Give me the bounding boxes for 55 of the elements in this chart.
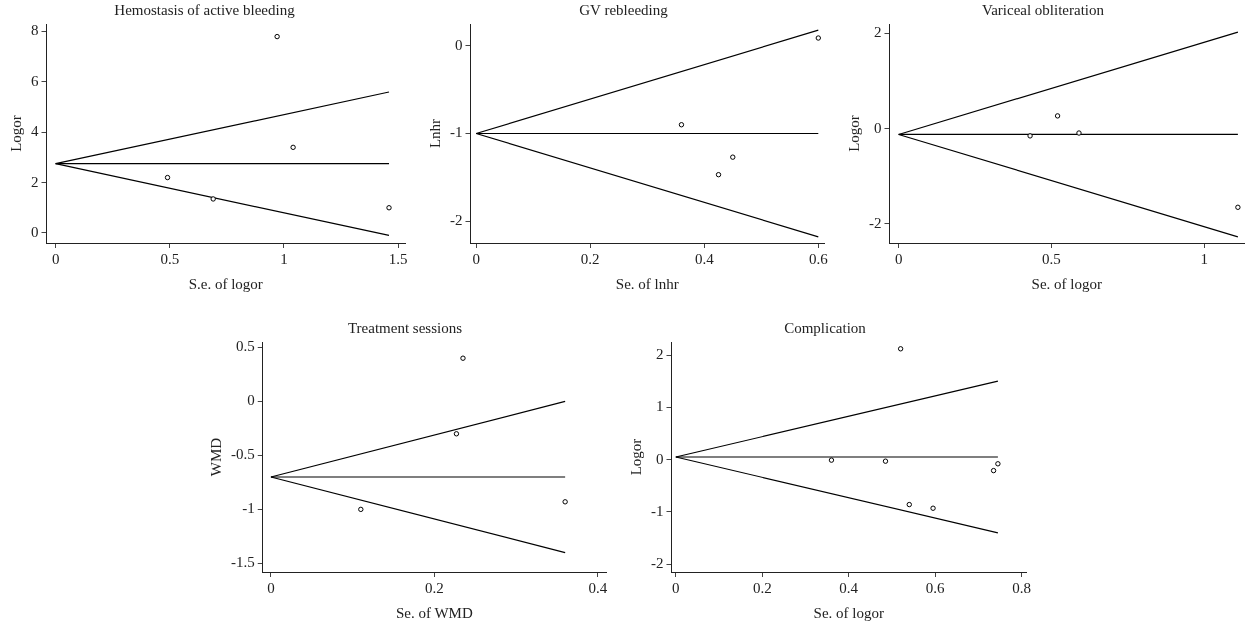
x-tick-label: 1.5 xyxy=(388,250,408,267)
y-tick-label: 4 xyxy=(31,123,39,140)
x-tick-label: 0.8 xyxy=(1012,579,1032,596)
y-tick-label: -1 xyxy=(450,124,463,141)
y-tick-label: 1 xyxy=(656,398,664,415)
x-tick-label: 0.4 xyxy=(588,579,608,596)
y-tick-label: -2 xyxy=(450,212,463,229)
y-axis-title: Logor xyxy=(627,438,644,476)
x-tick-label: 0.5 xyxy=(1042,250,1061,267)
x-tick-label: 0 xyxy=(672,579,680,596)
y-tick-label: 8 xyxy=(31,22,39,39)
x-tick-label: 1 xyxy=(280,250,288,267)
y-tick-label: -1.5 xyxy=(231,554,255,571)
x-tick-label: 0.2 xyxy=(752,579,772,596)
y-tick-label: -1 xyxy=(651,502,664,519)
y-tick-label: 2 xyxy=(31,173,39,190)
y-axis-title: WMD xyxy=(207,437,224,477)
y-tick-label: 0 xyxy=(31,223,39,240)
y-tick-label: 0 xyxy=(247,392,255,409)
x-axis-title: Se. of lnhr xyxy=(615,275,679,292)
y-tick-label: 0.5 xyxy=(236,338,255,355)
y-tick-label: 0 xyxy=(874,119,882,136)
y-tick-label: -2 xyxy=(869,214,882,231)
x-axis-title: Se. of logor xyxy=(813,604,884,621)
x-tick-label: 0.2 xyxy=(580,250,600,267)
x-tick-label: 0 xyxy=(472,250,480,267)
x-axis-title: Se. of WMD xyxy=(395,604,473,621)
y-tick-label: -1 xyxy=(242,500,255,517)
chart-title: Variceal obliteration xyxy=(981,1,1105,18)
x-tick-label: 0.5 xyxy=(160,250,180,267)
x-tick-label: 0.6 xyxy=(925,579,946,596)
x-tick-label: 1 xyxy=(1200,250,1209,267)
chart-title: Treatment sessions xyxy=(347,319,463,336)
x-tick-label: 0.4 xyxy=(839,579,859,596)
x-axis-title: Se. of logor xyxy=(1031,275,1102,292)
y-tick-label: -0.5 xyxy=(231,446,255,463)
chart-title: Hemostasis of active bleeding xyxy=(114,1,296,18)
y-tick-label: -2 xyxy=(651,555,664,572)
x-tick-label: 0 xyxy=(894,250,903,267)
x-axis-title: S.e. of logor xyxy=(188,275,263,292)
x-tick-label: 0 xyxy=(51,250,60,267)
x-tick-label: 0.6 xyxy=(808,250,829,267)
x-tick-label: 0.2 xyxy=(425,579,444,596)
y-axis-title: Logor xyxy=(7,115,24,152)
y-tick-label: 2 xyxy=(656,346,664,363)
x-tick-label: 0.4 xyxy=(694,250,715,267)
chart-title: Complication xyxy=(784,319,867,336)
y-tick-label: 2 xyxy=(874,24,882,41)
x-tick-label: 0 xyxy=(267,579,275,596)
y-tick-label: 0 xyxy=(455,36,463,53)
y-tick-label: 6 xyxy=(31,72,39,89)
y-axis-title: Logor xyxy=(845,115,862,152)
y-axis-title: Lnhr xyxy=(426,118,443,149)
y-tick-label: 0 xyxy=(656,450,664,467)
chart-title: GV rebleeding xyxy=(579,1,669,18)
